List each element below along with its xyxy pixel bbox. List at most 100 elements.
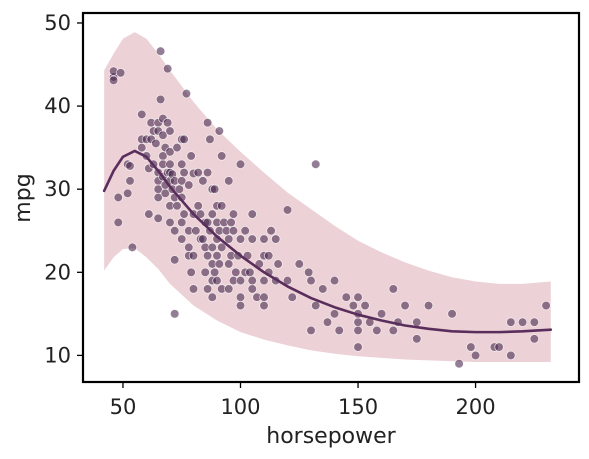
data-point xyxy=(388,284,398,294)
data-point xyxy=(412,317,422,327)
data-point xyxy=(334,325,344,336)
data-point xyxy=(353,317,363,327)
data-point xyxy=(200,267,210,277)
data-point xyxy=(202,167,213,178)
data-point xyxy=(155,46,166,56)
data-point xyxy=(202,251,213,261)
data-point xyxy=(494,342,504,352)
data-point xyxy=(158,130,168,140)
data-point xyxy=(224,284,234,294)
data-point xyxy=(353,325,363,336)
data-point xyxy=(506,317,516,327)
data-point xyxy=(259,275,269,286)
points-layer xyxy=(108,46,551,369)
data-point xyxy=(376,309,387,319)
data-point xyxy=(170,226,180,236)
data-point xyxy=(228,226,239,236)
data-point xyxy=(348,300,358,311)
data-point xyxy=(240,226,250,236)
data-point xyxy=(186,151,196,161)
y-tick-label: 10 xyxy=(44,343,71,367)
data-point xyxy=(454,359,464,369)
data-point xyxy=(177,217,187,228)
data-point xyxy=(231,267,241,277)
y-axis-ticks: 10 20 30 40 50 xyxy=(44,11,83,367)
y-tick-label: 30 xyxy=(44,177,71,201)
fit-line-layer xyxy=(102,149,553,334)
data-point xyxy=(214,259,224,269)
data-point xyxy=(247,284,257,294)
data-point xyxy=(259,300,269,311)
data-point xyxy=(400,300,410,311)
y-tick-label: 20 xyxy=(44,260,71,284)
data-point xyxy=(372,325,382,336)
data-point xyxy=(137,109,147,120)
data-point xyxy=(235,292,246,302)
data-point xyxy=(123,188,133,198)
data-point xyxy=(217,242,227,253)
data-point xyxy=(212,275,222,286)
data-point xyxy=(266,226,276,236)
y-tick-label: 40 xyxy=(44,94,71,118)
data-point xyxy=(153,213,163,223)
data-point xyxy=(259,292,269,302)
data-point xyxy=(191,226,201,236)
data-point xyxy=(259,234,269,244)
data-point xyxy=(306,325,316,336)
data-point xyxy=(224,234,234,244)
data-point xyxy=(177,234,187,244)
data-point xyxy=(412,334,422,344)
data-point xyxy=(353,342,363,352)
data-point xyxy=(235,300,246,311)
data-point xyxy=(282,205,293,215)
data-point xyxy=(264,251,274,261)
data-point xyxy=(341,292,351,302)
data-point xyxy=(329,275,340,286)
data-point xyxy=(177,159,187,169)
x-tick-label: 150 xyxy=(338,395,378,419)
data-point xyxy=(247,275,257,286)
data-point xyxy=(165,217,175,228)
data-point xyxy=(228,209,239,219)
data-point xyxy=(207,292,217,302)
data-point xyxy=(198,176,208,186)
data-point xyxy=(202,118,213,128)
data-point xyxy=(155,94,166,105)
data-point xyxy=(205,134,215,144)
data-point xyxy=(247,209,257,219)
data-point xyxy=(226,217,236,228)
data-point xyxy=(217,201,227,211)
data-point xyxy=(271,234,281,244)
data-point xyxy=(282,275,293,286)
data-point xyxy=(209,184,220,194)
data-point xyxy=(287,292,297,302)
data-point xyxy=(165,147,175,157)
data-point xyxy=(202,284,213,294)
data-point xyxy=(304,267,314,277)
data-point xyxy=(162,64,173,74)
data-point xyxy=(137,142,147,153)
data-point xyxy=(179,134,189,144)
data-point xyxy=(108,75,119,85)
data-point xyxy=(184,242,194,253)
fit-line xyxy=(102,149,553,334)
data-point xyxy=(311,159,321,169)
data-point xyxy=(245,267,255,277)
data-point xyxy=(224,259,234,269)
data-point xyxy=(181,88,192,99)
data-point xyxy=(517,317,528,327)
data-point xyxy=(195,209,206,219)
data-point xyxy=(207,242,217,253)
data-point xyxy=(125,176,135,186)
x-tick-label: 100 xyxy=(220,395,260,419)
data-point xyxy=(311,300,321,311)
data-point xyxy=(193,167,203,178)
data-point xyxy=(235,159,246,169)
data-point xyxy=(188,284,199,294)
data-point xyxy=(165,126,175,136)
x-tick-label: 200 xyxy=(456,395,496,419)
data-point xyxy=(388,325,398,336)
data-point xyxy=(235,275,246,286)
data-point xyxy=(470,350,481,361)
